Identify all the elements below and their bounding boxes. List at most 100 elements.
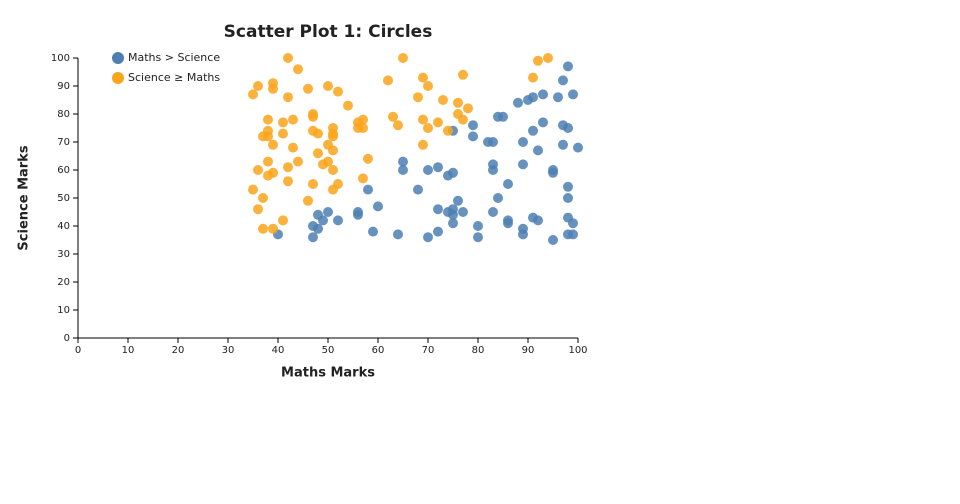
y-tick-label: 100 <box>51 53 70 64</box>
y-tick-label: 50 <box>57 193 70 204</box>
point <box>353 209 363 220</box>
point <box>283 92 293 103</box>
point <box>333 215 343 226</box>
point <box>258 193 268 203</box>
point <box>303 83 313 94</box>
point <box>278 215 288 226</box>
point <box>443 125 453 136</box>
point <box>343 100 353 111</box>
point <box>458 207 468 217</box>
point <box>433 117 443 128</box>
point <box>423 232 433 243</box>
x-tick-label: 0 <box>75 345 81 356</box>
point <box>543 53 553 63</box>
point <box>248 184 258 195</box>
point <box>363 184 373 195</box>
point <box>533 215 543 226</box>
x-tick-label: 20 <box>172 345 185 356</box>
point <box>328 184 338 195</box>
point <box>253 81 263 91</box>
point <box>533 145 543 156</box>
point <box>473 221 483 231</box>
point <box>373 201 383 212</box>
point <box>308 111 318 122</box>
point <box>553 92 563 103</box>
point <box>563 181 573 192</box>
y-tick-label: 20 <box>57 277 70 288</box>
point <box>498 111 508 122</box>
x-tick-label: 10 <box>122 345 135 356</box>
point <box>433 204 443 215</box>
point <box>288 142 298 153</box>
point <box>568 218 578 229</box>
point <box>513 97 523 108</box>
point <box>458 114 468 125</box>
point <box>283 162 293 173</box>
point <box>278 128 288 139</box>
point <box>518 159 528 170</box>
point <box>418 72 428 83</box>
point <box>448 218 458 229</box>
legend-swatch <box>112 72 124 84</box>
point <box>563 193 573 203</box>
point <box>383 75 393 86</box>
point <box>423 81 433 91</box>
point <box>563 123 573 133</box>
x-tick-label: 70 <box>422 345 435 356</box>
point <box>418 139 428 150</box>
point <box>453 97 463 108</box>
point <box>258 223 268 234</box>
point <box>263 170 273 181</box>
point <box>398 156 408 167</box>
point <box>433 162 443 173</box>
point <box>358 123 368 133</box>
point <box>488 207 498 217</box>
point <box>453 195 463 206</box>
chart-title: Scatter Plot 1: Circles <box>224 22 433 42</box>
point <box>283 176 293 187</box>
point <box>313 128 323 139</box>
point <box>263 131 273 142</box>
point <box>528 72 538 83</box>
point <box>413 92 423 103</box>
point <box>568 89 578 100</box>
point <box>548 167 558 178</box>
x-tick-label: 50 <box>322 345 335 356</box>
point <box>393 229 403 240</box>
point <box>423 123 433 133</box>
point <box>318 159 328 170</box>
point <box>458 69 468 80</box>
point <box>358 173 368 184</box>
point <box>488 165 498 175</box>
x-tick-label: 100 <box>568 345 587 356</box>
point <box>473 232 483 243</box>
point <box>563 61 573 72</box>
y-tick-label: 90 <box>57 81 70 92</box>
point <box>393 120 403 131</box>
point <box>468 131 478 142</box>
point <box>363 153 373 164</box>
point <box>268 139 278 150</box>
point <box>283 53 293 63</box>
point <box>518 137 528 147</box>
y-tick-label: 80 <box>57 109 70 120</box>
y-tick-label: 40 <box>57 221 70 232</box>
point <box>573 142 583 153</box>
point <box>268 83 278 94</box>
point <box>313 223 323 234</box>
x-tick-label: 80 <box>472 345 485 356</box>
y-axis-title: Science Marks <box>17 145 32 250</box>
point <box>253 165 263 175</box>
point <box>328 131 338 142</box>
point <box>318 215 328 226</box>
point <box>268 223 278 234</box>
x-axis-title: Maths Marks <box>281 366 375 381</box>
legend-label: Science ≥ Maths <box>128 71 220 84</box>
point <box>538 89 548 100</box>
point <box>288 114 298 125</box>
point <box>293 64 303 75</box>
point <box>433 226 443 237</box>
point <box>558 139 568 150</box>
x-tick-label: 30 <box>222 345 235 356</box>
